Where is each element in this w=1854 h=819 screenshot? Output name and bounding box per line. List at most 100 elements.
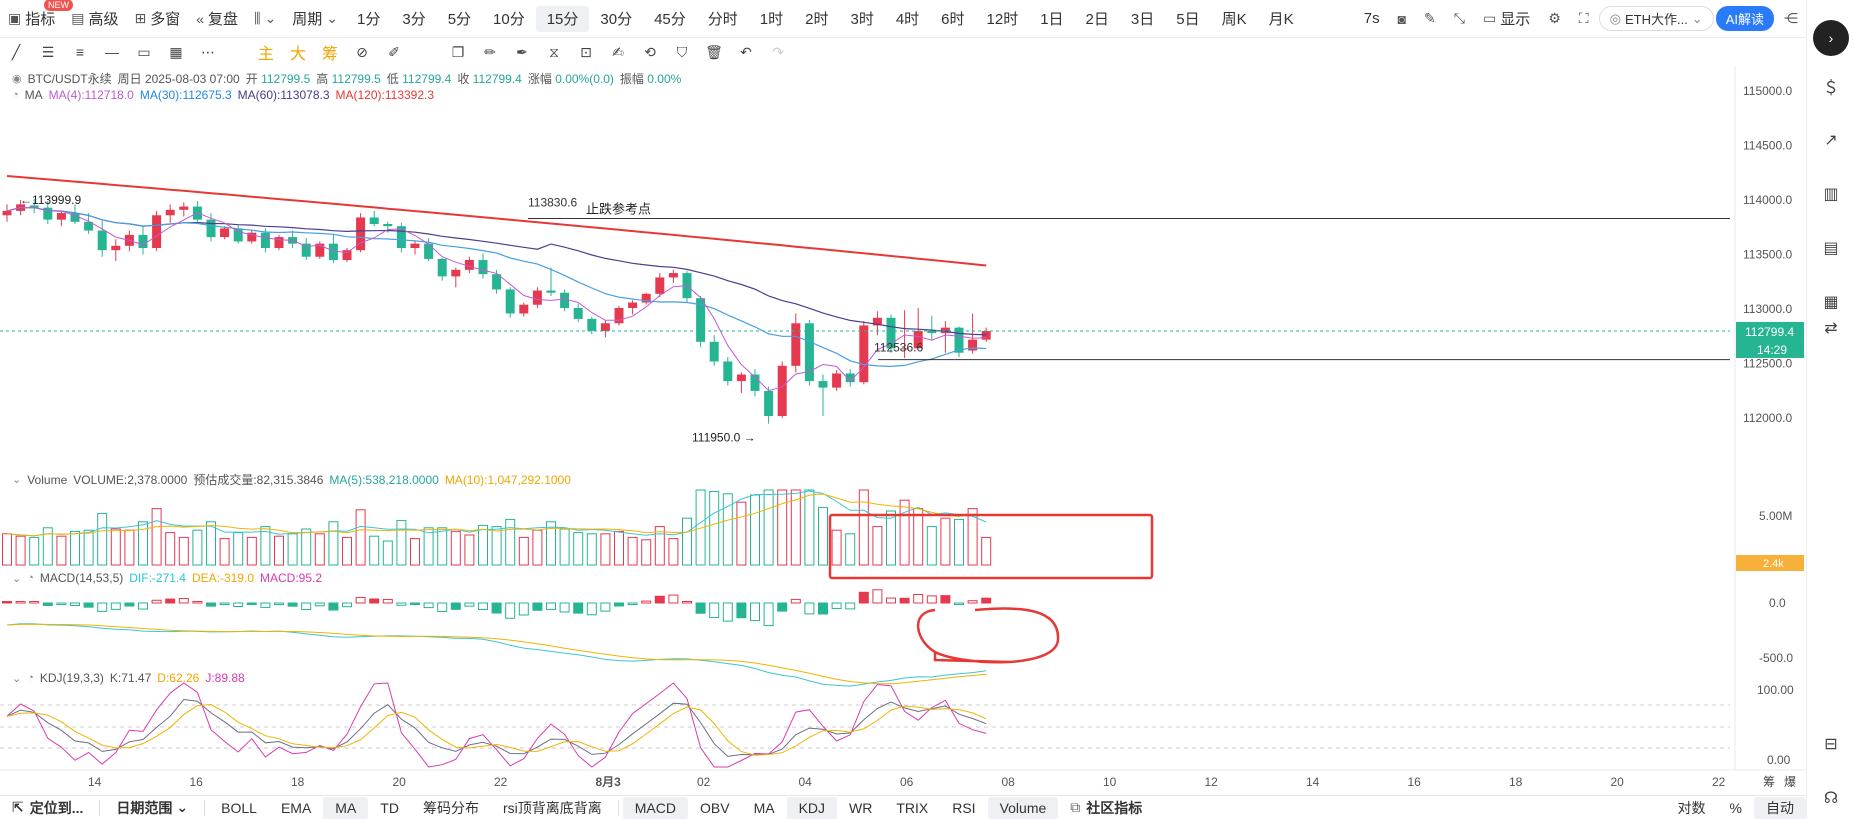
chips-tool-button[interactable]: 筹 [321, 46, 338, 63]
swap-icon[interactable]: ⇄ [1824, 320, 1838, 337]
sub-indicator-6[interactable]: RSI [952, 799, 976, 816]
dollar-icon[interactable]: ＄ [1822, 80, 1839, 97]
redo-icon[interactable]: ↷ [772, 43, 784, 60]
rotate-icon[interactable]: ⟲ [644, 43, 656, 60]
interval-1[interactable]: 3分 [402, 11, 426, 28]
layout-icon[interactable]: ⊟ [1824, 736, 1838, 753]
interval-5[interactable]: 30分 [600, 11, 633, 28]
sub-indicator-4[interactable]: WR [849, 799, 873, 816]
interval-17[interactable]: 5日 [1176, 11, 1200, 28]
sub-indicator-5[interactable]: TRIX [896, 799, 929, 816]
display-button[interactable]: ▭ 显示 [1475, 5, 1538, 33]
interval-7[interactable]: 分时 [707, 11, 738, 28]
interval-8[interactable]: 1时 [759, 11, 784, 28]
interval-9[interactable]: 2时 [805, 11, 829, 28]
sub-indicator-3[interactable]: KDJ [786, 796, 838, 819]
chart-canvas[interactable]: 115000.0 114500.0 114000.0 113500.0 113000.0… [0, 0, 1806, 795]
chevron-down-icon[interactable]: ⌄ [12, 572, 22, 585]
horizontal-line-icon[interactable]: — [105, 44, 119, 60]
chevron-down-icon[interactable]: ⌄ [12, 672, 22, 685]
large-tool-button[interactable]: 大 [289, 46, 306, 63]
date-range-button[interactable]: 日期范围 ⌄ [104, 797, 200, 819]
indicators-button[interactable]: ▣ 指标 NEW [0, 0, 73, 33]
replay-button[interactable]: « 复盘 [188, 5, 246, 33]
main-indicator-4[interactable]: 筹码分布 [422, 799, 479, 816]
analytics-icon[interactable]: ▥ [1823, 186, 1839, 203]
undo-icon[interactable]: ↶ [740, 43, 752, 60]
rectangle-tool-icon[interactable]: ▭ [137, 43, 151, 60]
channel-tool-icon[interactable]: ▦ [169, 43, 183, 60]
main-tool-button[interactable]: 主 [257, 46, 274, 63]
sub-indicator-2[interactable]: MA [753, 799, 775, 816]
multi-line-tool-icon[interactable]: ☰ [41, 43, 55, 60]
share-button[interactable]: ⋲ [1776, 5, 1806, 33]
shrink-button[interactable]: ⤡ [1446, 5, 1473, 33]
interval-0[interactable]: 1分 [357, 11, 381, 28]
log-scale-button[interactable]: 对数 [1677, 799, 1706, 816]
gantt-icon[interactable]: ⧖ [549, 43, 559, 60]
highlighter-icon[interactable]: ✒ [516, 43, 528, 60]
brush-icon[interactable]: ✐ [388, 43, 400, 60]
interval-11[interactable]: 4时 [895, 11, 920, 28]
bell-icon[interactable]: ◔ [12, 89, 19, 101]
collapse-icon[interactable]: › [1813, 20, 1849, 56]
countdown-button[interactable]: 7s [1356, 5, 1388, 33]
main-indicator-1[interactable]: EMA [280, 799, 312, 816]
interval-19[interactable]: 月K [1268, 11, 1294, 28]
chevron-down-icon[interactable]: ⌄ [12, 474, 22, 486]
sub-indicator-0[interactable]: MACD [622, 796, 688, 819]
interval-14[interactable]: 1日 [1040, 11, 1064, 28]
main-indicator-5[interactable]: rsi顶背离底背离 [502, 799, 602, 816]
sub-indicator-7[interactable]: Volume [987, 796, 1059, 819]
main-indicator-3[interactable]: TD [380, 799, 399, 816]
percent-scale-button[interactable]: % [1729, 799, 1742, 816]
depth-icon[interactable]: ▤ [1823, 240, 1839, 257]
lock-icon[interactable]: ⊡ [580, 43, 592, 60]
parallel-lines-icon[interactable]: ≡ [75, 44, 85, 60]
volume-bar [274, 535, 284, 566]
bell-icon[interactable]: ◔ [27, 672, 34, 684]
advanced-button[interactable]: ▤ 高级 [63, 5, 126, 33]
more-tools-icon[interactable]: ⋯ [201, 43, 215, 60]
chart-type-button[interactable]: ⫼ ⌄ [246, 5, 284, 33]
auto-scale-button[interactable]: 自动 [1754, 796, 1806, 819]
interval-13[interactable]: 12时 [986, 11, 1019, 28]
symbol-selector[interactable]: ◎ ETH大作... ⌄ [1598, 6, 1714, 31]
interval-12[interactable]: 6时 [941, 11, 965, 28]
period-button[interactable]: 周期 ⌄ [284, 5, 346, 33]
volume-bar [138, 521, 148, 566]
sub-indicator-1[interactable]: OBV [699, 799, 730, 816]
interval-10[interactable]: 3时 [850, 11, 874, 28]
main-indicator-2[interactable]: MA [323, 796, 369, 819]
pencil-icon[interactable]: ✏ [484, 43, 496, 60]
pen-button[interactable]: ✎ [1416, 5, 1444, 33]
filter-icon[interactable]: ⛉ [676, 43, 688, 60]
macd-tick-label: 0.0 [1769, 596, 1786, 610]
community-indicators-button[interactable]: ⧉ 社区指标 [1058, 797, 1154, 819]
copy-icon[interactable]: ❐ [451, 43, 465, 60]
interval-16[interactable]: 3日 [1130, 11, 1155, 28]
headset-icon[interactable]: ☊ [1823, 790, 1839, 807]
main-indicator-0[interactable]: BOLL [221, 799, 257, 816]
magnet-icon[interactable]: ⊘ [356, 43, 368, 60]
trend-icon[interactable]: ↗ [1824, 132, 1838, 149]
interval-6[interactable]: 45分 [654, 11, 686, 28]
interval-2[interactable]: 5分 [447, 11, 472, 28]
line-tool-icon[interactable]: ╱ [11, 43, 21, 60]
interval-15[interactable]: 2日 [1085, 11, 1109, 28]
multi-window-button[interactable]: ⊞ 多窗 [127, 5, 189, 33]
locate-button[interactable]: ⇱ 定位到... [0, 797, 95, 819]
ai-analysis-button[interactable]: AI解读 [1715, 6, 1774, 31]
fullscreen-button[interactable]: ⛶ [1571, 5, 1597, 33]
interval-3[interactable]: 10分 [493, 11, 525, 28]
interval-4[interactable]: 15分 [535, 5, 590, 32]
settings-button[interactable]: ⚙ [1540, 5, 1569, 33]
volume-bar [29, 536, 40, 566]
camera-button[interactable]: ◙ [1390, 5, 1414, 33]
bell-icon[interactable]: ◔ [27, 572, 34, 584]
edit-icon[interactable]: ✍ [612, 43, 624, 60]
trash-icon[interactable]: 🗑 [705, 43, 723, 60]
eye-icon[interactable]: ◉ [12, 73, 22, 85]
interval-18[interactable]: 周K [1221, 11, 1247, 28]
layers-icon[interactable]: ▦ [1823, 294, 1839, 311]
